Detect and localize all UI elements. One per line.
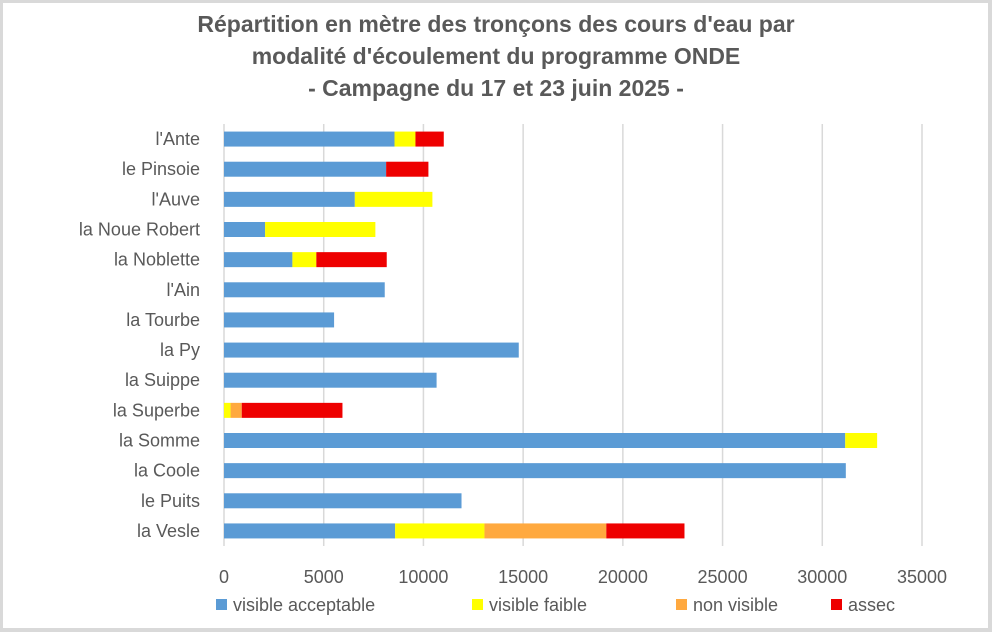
legend-swatch <box>216 599 227 610</box>
bar-segment <box>224 433 846 448</box>
bar-segment <box>224 161 387 177</box>
category-label: l'Auve <box>152 189 200 209</box>
bar-segment <box>606 523 685 539</box>
x-tick-label: 20000 <box>598 567 648 587</box>
chart-title-line-1: Répartition en mètre des tronçons des co… <box>197 11 795 37</box>
category-label: le Pinsoie <box>122 159 200 179</box>
legend-swatch <box>472 599 483 610</box>
bar-segment <box>484 523 607 539</box>
chart-title-line-3: - Campagne du 17 et 23 juin 2025 - <box>308 75 684 101</box>
legend-item: non visible <box>676 595 778 615</box>
bar-segment <box>224 222 266 237</box>
category-label: la Somme <box>119 431 200 451</box>
bar-segment <box>395 523 485 539</box>
category-label: la Coole <box>134 461 200 481</box>
legend-label: assec <box>848 595 895 615</box>
category-labels: l'Ante le Pinsoie l'Auve la Noue Robert la N… <box>79 129 200 541</box>
bar-segment <box>224 131 395 147</box>
legend-label: non visible <box>693 595 778 615</box>
legend-swatch <box>676 599 687 610</box>
chart-title-line-2: modalité d'écoulement du programme ONDE <box>251 43 741 69</box>
bar-segment <box>224 372 437 388</box>
bar-segment <box>241 402 343 418</box>
bar-segment <box>230 402 242 418</box>
legend-label: visible acceptable <box>233 595 375 615</box>
bar-segment <box>224 463 846 479</box>
bar-segment <box>415 131 444 147</box>
bar-segment <box>224 342 519 358</box>
x-tick-labels: 0 5000 10000 15000 20000 25000 30000 35000 <box>219 567 947 587</box>
bar-segment <box>265 222 376 237</box>
x-tick-label: 0 <box>219 567 229 587</box>
x-tick-label: 30000 <box>797 567 847 587</box>
gridlines <box>223 124 923 546</box>
bar-segment <box>386 161 429 177</box>
x-tick-label: 25000 <box>698 567 748 587</box>
bar-segment <box>224 312 335 328</box>
category-label: la Noblette <box>114 250 200 270</box>
legend-label: visible faible <box>489 595 587 615</box>
legend: visible acceptable visible faible non visi… <box>216 595 895 615</box>
category-label: la Vesle <box>137 521 200 541</box>
legend-swatch <box>831 599 842 610</box>
bar-segment <box>224 402 231 418</box>
legend-item: visible acceptable <box>216 595 375 615</box>
x-tick-label: 15000 <box>498 567 548 587</box>
bar-segment <box>224 523 396 539</box>
bar-segment <box>316 252 387 268</box>
chart-title: Répartition en mètre des tronçons des co… <box>0 8 992 104</box>
x-tick-label: 5000 <box>304 567 344 587</box>
category-label: la Noue Robert <box>79 220 200 240</box>
bars <box>224 131 878 539</box>
bar-segment <box>845 433 878 448</box>
bar-segment <box>224 252 293 268</box>
x-tick-label: 35000 <box>897 567 947 587</box>
bar-segment <box>224 282 385 298</box>
bar-segment <box>224 191 355 207</box>
category-label: la Superbe <box>113 400 200 420</box>
x-tick-label: 10000 <box>398 567 448 587</box>
bar-segment <box>224 493 462 509</box>
bar-segment <box>292 252 317 268</box>
category-label: l'Ain <box>167 280 200 300</box>
category-label: la Tourbe <box>126 310 200 330</box>
legend-item: assec <box>831 595 895 615</box>
bar-segment <box>394 131 416 147</box>
category-label: le Puits <box>141 491 200 511</box>
legend-item: visible faible <box>472 595 587 615</box>
category-label: la Suippe <box>125 370 200 390</box>
category-label: la Py <box>160 340 200 360</box>
bar-segment <box>354 191 433 207</box>
category-label: l'Ante <box>156 129 200 149</box>
